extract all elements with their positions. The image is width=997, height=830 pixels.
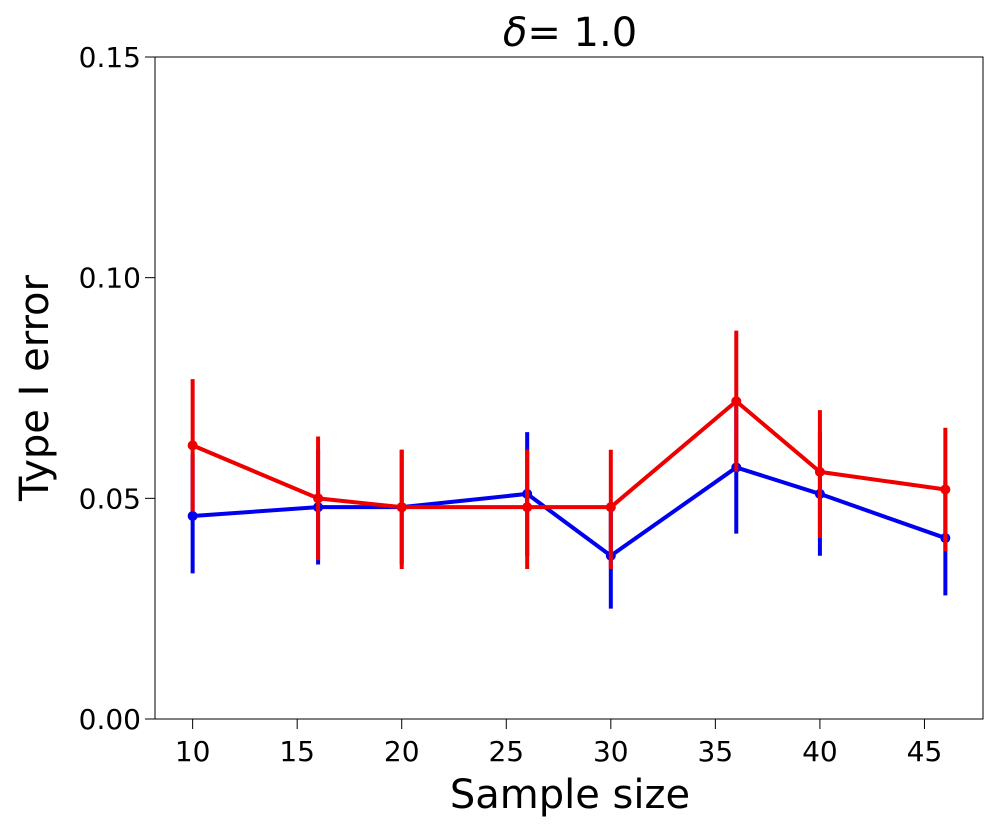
data-point-red <box>396 502 407 513</box>
data-point-red <box>522 502 533 513</box>
x-tick-label: 45 <box>907 735 943 768</box>
data-point-red <box>187 440 198 451</box>
y-axis: 0.00 0.05 0.10 0.15 <box>79 41 155 736</box>
y-tick-label: 0.05 <box>79 482 141 515</box>
series-red <box>187 330 951 569</box>
x-tick-label: 15 <box>279 735 315 768</box>
x-tick-label: 25 <box>488 735 524 768</box>
data-point-red <box>814 466 825 477</box>
title-value: = 1.0 <box>527 10 637 56</box>
x-tick-label: 30 <box>593 735 629 768</box>
data-point-blue <box>187 510 198 521</box>
x-axis: 10 15 20 25 30 35 40 45 <box>175 719 942 768</box>
x-axis-label: Sample size <box>450 772 690 818</box>
x-tick-label: 35 <box>698 735 734 768</box>
plot-area <box>154 56 984 720</box>
y-axis-label: Type I error <box>12 274 58 501</box>
x-tick-label: 10 <box>175 735 211 768</box>
plot-frame <box>154 56 984 720</box>
chart-title: δ= 1.0 <box>503 10 637 56</box>
y-tick-label: 0.00 <box>79 703 141 736</box>
data-point-red <box>940 484 951 495</box>
y-tick-label: 0.15 <box>79 41 141 74</box>
data-point-red <box>313 493 324 504</box>
x-tick-label: 20 <box>384 735 420 768</box>
y-tick-label: 0.10 <box>79 262 141 295</box>
series-line-blue <box>192 465 947 558</box>
series-line-red <box>191 399 946 510</box>
data-point-red <box>605 502 616 513</box>
series-layer <box>187 330 951 609</box>
title-symbol: δ <box>503 10 527 56</box>
data-point-red <box>731 396 742 407</box>
x-tick-label: 40 <box>802 735 838 768</box>
